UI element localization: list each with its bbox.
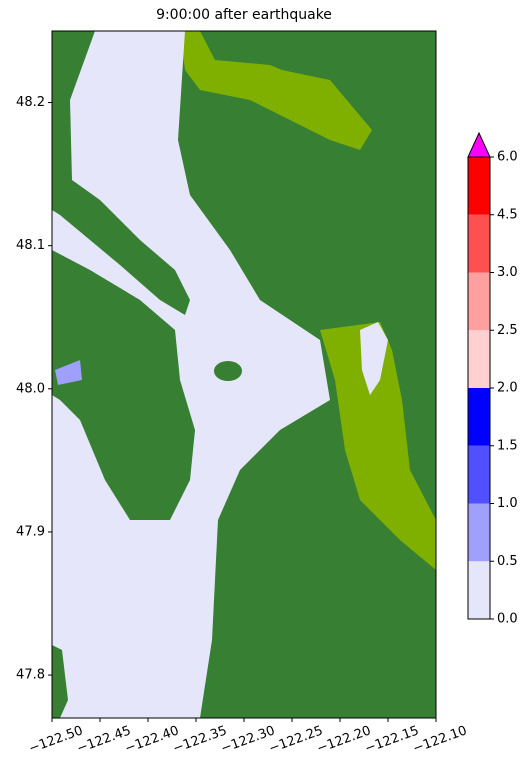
colorbar-segment (468, 445, 490, 504)
colorbar-segment (468, 214, 490, 273)
x-tick-label: −122.40 (123, 723, 181, 756)
colorbar-tick-label: 0.5 (497, 554, 518, 569)
chart-title: 9:00:00 after earthquake (156, 7, 332, 23)
colorbar-segment (468, 503, 490, 562)
colorbar-tick-label: 0.0 (497, 612, 518, 627)
inundated-delta (320, 322, 436, 570)
colorbar-tick-label: 1.5 (497, 438, 518, 453)
island (52, 645, 68, 718)
x-tick-label: −122.50 (27, 723, 85, 756)
colorbar-tick-label: 2.0 (497, 381, 518, 396)
islet (214, 361, 242, 381)
delta-water (360, 322, 388, 395)
x-tick-label: −122.25 (267, 723, 325, 756)
y-tick-label: 48.0 (16, 381, 45, 396)
colorbar-segment (468, 272, 490, 331)
island (52, 250, 195, 520)
colorbar-tick-label: 4.5 (497, 207, 518, 222)
colorbar-segment (468, 330, 490, 388)
colorbar-tick-label: 3.0 (497, 265, 518, 280)
colorbar-segment (468, 157, 490, 215)
colorbar-tick-label: 6.0 (497, 150, 518, 165)
x-tick-label: −122.10 (411, 723, 469, 756)
y-tick-label: 48.1 (16, 238, 45, 253)
x-tick-label: −122.20 (315, 723, 373, 756)
x-tick-label: −122.30 (219, 723, 277, 756)
colorbar-segment (468, 561, 490, 619)
x-tick-label: −122.45 (75, 723, 133, 756)
colorbar-segment (468, 388, 490, 446)
shallow (55, 360, 82, 385)
y-tick-label: 47.8 (16, 668, 45, 683)
inundated-hills (180, 31, 372, 150)
colorbar-extend (467, 131, 491, 158)
x-tick-label: −122.35 (171, 723, 229, 756)
colorbar-tick-label: 2.5 (497, 323, 518, 338)
y-tick-label: 47.9 (16, 524, 45, 539)
map (52, 31, 436, 718)
y-tick-label: 48.2 (16, 95, 45, 110)
water (52, 31, 330, 718)
colorbar-tick-label: 1.0 (497, 496, 518, 511)
peninsula (52, 31, 190, 315)
x-tick-label: −122.15 (363, 723, 421, 756)
